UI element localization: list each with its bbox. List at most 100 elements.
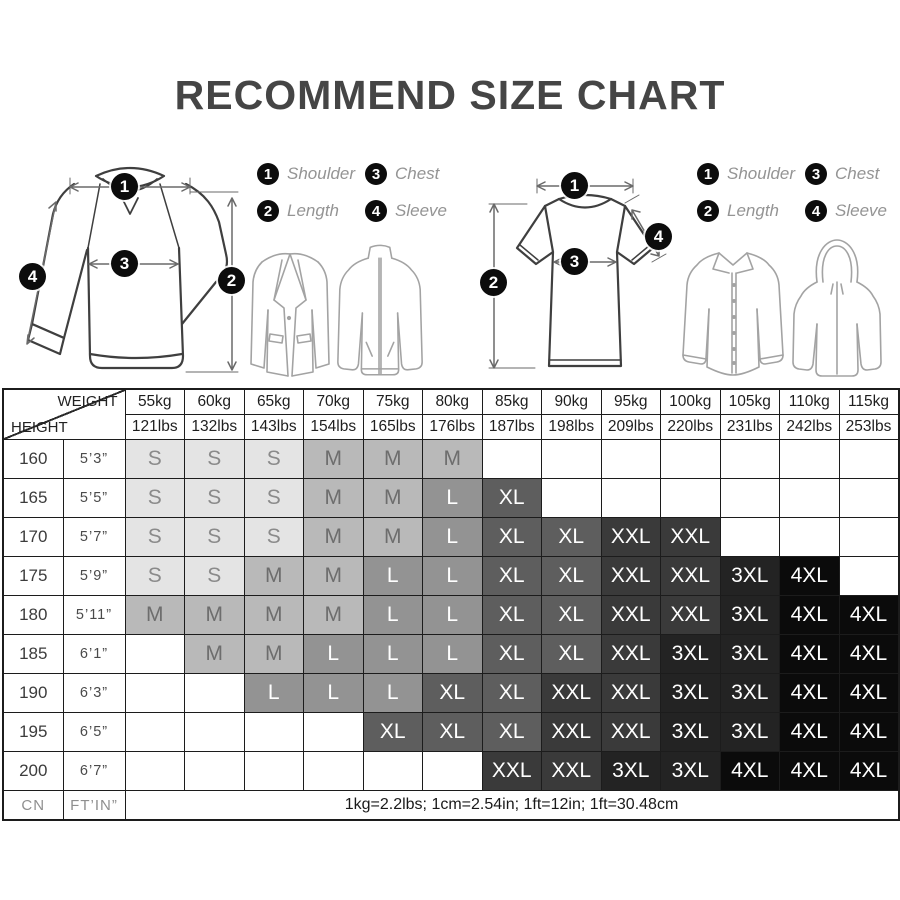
size-cell: M bbox=[422, 439, 483, 479]
size-cell: S bbox=[184, 439, 245, 479]
size-cell: M bbox=[303, 517, 364, 557]
size-cell: 4XL bbox=[838, 751, 899, 791]
height-ftin-cell: 6’3” bbox=[62, 673, 126, 713]
size-cell: XXL bbox=[541, 751, 602, 791]
size-cell: XL bbox=[541, 634, 602, 674]
height-ftin-cell: 6’1” bbox=[62, 634, 126, 674]
weight-kg-header: 55kg bbox=[124, 388, 185, 415]
height-cm-cell: 185 bbox=[2, 634, 64, 674]
empty-cell bbox=[362, 751, 423, 791]
legend-num-2-icon: 2 bbox=[257, 200, 279, 222]
legend-item-sleeve: 4 Sleeve bbox=[365, 200, 465, 222]
size-chart-table: WEIGHT HEIGHT 55kg 60kg 65kg 70kg 75kg 80kg 85kg… bbox=[2, 388, 900, 821]
size-cell: XXL bbox=[541, 712, 602, 752]
size-cell: 4XL bbox=[779, 673, 840, 713]
size-cell: 3XL bbox=[600, 751, 661, 791]
weight-lbs-header: 231lbs bbox=[719, 414, 780, 440]
size-cell: XXL bbox=[541, 673, 602, 713]
weight-kg-header: 65kg bbox=[243, 388, 304, 415]
legend-num-1-icon: 1 bbox=[257, 163, 279, 185]
size-cell: M bbox=[124, 595, 185, 635]
size-cell: L bbox=[422, 517, 483, 557]
marker-3-chest: 3 bbox=[561, 248, 588, 275]
marker-4-sleeve: 4 bbox=[645, 223, 672, 250]
legend-label: Sleeve bbox=[835, 201, 887, 220]
empty-cell bbox=[779, 517, 840, 557]
legend-num-1-icon: 1 bbox=[697, 163, 719, 185]
marker-2-length: 2 bbox=[480, 269, 507, 296]
size-cell: XXL bbox=[600, 634, 661, 674]
legend-num-4-icon: 4 bbox=[805, 200, 827, 222]
marker-1-shoulder: 1 bbox=[111, 173, 138, 200]
marker-3-chest: 3 bbox=[111, 250, 138, 277]
legend-label: Shoulder bbox=[287, 164, 356, 183]
legend-label: Chest bbox=[835, 164, 880, 183]
header-row-lbs: 121lbs 132lbs 143lbs 154lbs 165lbs 176lbs 187l… bbox=[3, 414, 899, 440]
size-cell: XL bbox=[541, 595, 602, 635]
size-cell: XXL bbox=[600, 673, 661, 713]
weight-kg-header: 95kg bbox=[600, 388, 661, 415]
size-cell: S bbox=[243, 517, 304, 557]
size-cell: 4XL bbox=[838, 595, 899, 635]
table-row: 180 5’11” M M M M L L XL XL XXL XXL 3XL 4XL 4XL bbox=[2, 595, 899, 635]
size-cell: 4XL bbox=[779, 556, 840, 596]
weight-lbs-header: 209lbs bbox=[600, 414, 661, 440]
size-cell: 4XL bbox=[838, 712, 899, 752]
empty-cell bbox=[660, 439, 721, 479]
table-row: 165 5’5” S S S M M L XL bbox=[2, 478, 899, 518]
empty-cell bbox=[838, 478, 899, 518]
height-cm-cell: 160 bbox=[2, 439, 64, 479]
size-cell: 3XL bbox=[719, 634, 780, 674]
size-cell: L bbox=[362, 673, 423, 713]
size-cell: 4XL bbox=[838, 673, 899, 713]
legend-label: Length bbox=[727, 201, 779, 220]
weight-lbs-header: 187lbs bbox=[481, 414, 542, 440]
size-cell: S bbox=[184, 478, 245, 518]
size-cell: 4XL bbox=[719, 751, 780, 791]
blazer-icon bbox=[250, 252, 330, 377]
size-cell: S bbox=[124, 478, 185, 518]
page-title: RECOMMEND SIZE CHART bbox=[174, 72, 726, 118]
size-cell: S bbox=[124, 556, 185, 596]
empty-cell bbox=[184, 712, 245, 752]
weight-lbs-header: 176lbs bbox=[422, 414, 483, 440]
size-cell: XL bbox=[422, 712, 483, 752]
legend-label: Length bbox=[287, 201, 339, 220]
height-ftin-cell: 5’7” bbox=[62, 517, 126, 557]
size-cell: L bbox=[422, 634, 483, 674]
empty-cell bbox=[243, 712, 304, 752]
weight-kg-header: 85kg bbox=[481, 388, 542, 415]
weight-kg-header: 80kg bbox=[422, 388, 483, 415]
size-cell: XL bbox=[481, 517, 542, 557]
weight-kg-header: 105kg bbox=[719, 388, 780, 415]
measurement-legend-left: 1 Shoulder 3 Chest 2 Length 4 Sleeve bbox=[257, 163, 465, 222]
empty-cell bbox=[124, 751, 185, 791]
size-cell: M bbox=[303, 595, 364, 635]
legend-label: Chest bbox=[395, 164, 440, 183]
size-cell: XL bbox=[362, 712, 423, 752]
table-row: 170 5’7” S S S M M L XL XL XXL XXL bbox=[2, 517, 899, 557]
header-row-kg: WEIGHT HEIGHT 55kg 60kg 65kg 70kg 75kg 80kg 85kg… bbox=[2, 388, 899, 440]
size-cell: L bbox=[303, 634, 364, 674]
size-cell: L bbox=[362, 595, 423, 635]
size-cell: L bbox=[362, 634, 423, 674]
button-shirt-icon bbox=[682, 252, 784, 376]
legend-num-4-icon: 4 bbox=[365, 200, 387, 222]
empty-cell bbox=[779, 478, 840, 518]
height-cm-cell: 200 bbox=[2, 751, 64, 791]
size-cell: 3XL bbox=[719, 673, 780, 713]
size-cell: L bbox=[422, 595, 483, 635]
size-cell: M bbox=[362, 478, 423, 518]
size-cell: XL bbox=[422, 673, 483, 713]
size-cell: XL bbox=[481, 595, 542, 635]
empty-cell bbox=[541, 478, 602, 518]
size-cell: XXL bbox=[600, 556, 661, 596]
size-cell: XL bbox=[541, 517, 602, 557]
height-ftin-cell: 5’5” bbox=[62, 478, 126, 518]
weight-kg-header: 60kg bbox=[184, 388, 245, 415]
size-cell: L bbox=[303, 673, 364, 713]
size-cell: XL bbox=[481, 634, 542, 674]
size-cell: M bbox=[362, 517, 423, 557]
weight-lbs-header: 220lbs bbox=[660, 414, 721, 440]
